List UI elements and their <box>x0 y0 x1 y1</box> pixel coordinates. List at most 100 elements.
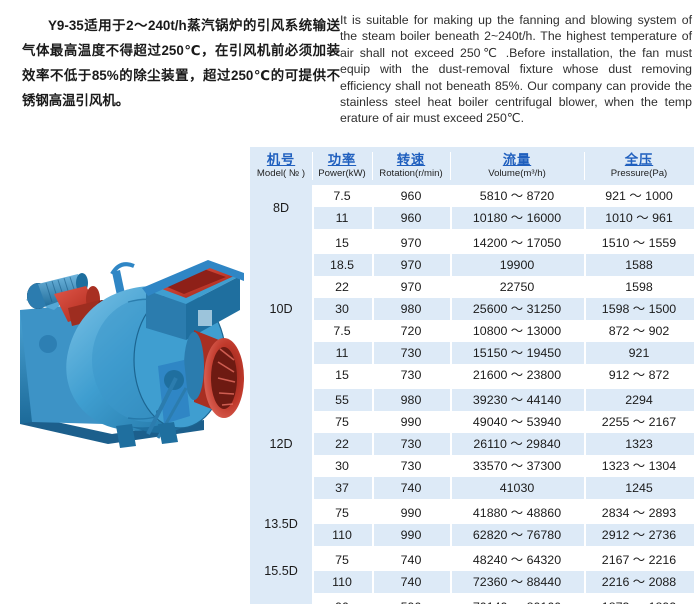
cell-volume: 5810 ～ 8720 <box>450 185 584 207</box>
cell-power: 22 <box>312 433 372 455</box>
cell-volume: 72360 ～ 88440 <box>450 571 584 596</box>
cell-pressure: 912 ～ 872 <box>584 364 694 389</box>
cell-rotation: 990 <box>372 524 450 549</box>
cell-model: 12D <box>250 387 312 501</box>
cell-volume: 21600 ～ 23800 <box>450 364 584 389</box>
cell-pressure: 872 ～ 902 <box>584 320 694 342</box>
fan-motor <box>26 273 114 326</box>
cell-pressure: 921 ～ 1000 <box>584 185 694 207</box>
cell-rotation: 990 <box>372 500 450 524</box>
cell-pressure: 2167 ～ 2216 <box>584 547 694 571</box>
table-header: 机号 Model( № ) 功率 Power(kW) 转速 Rotation(r… <box>250 147 694 185</box>
fan-illustration <box>20 260 244 448</box>
fan-bearing-guard <box>146 360 190 439</box>
cell-pressure: 1588 <box>584 254 694 276</box>
cell-pressure: 2912 ～ 2736 <box>584 524 694 549</box>
table-body: 8D 7.5 960 5810 ～ 8720 921 ～ 1000 11 960 10180 … <box>250 185 694 604</box>
table-row: 30 980 25600 ～ 31250 1598 ～ 1500 <box>250 298 694 320</box>
cell-rotation: 740 <box>372 547 450 571</box>
cell-volume: 10800 ～ 13000 <box>450 320 584 342</box>
table-row: 11 730 15150 ～ 19450 921 <box>250 342 694 364</box>
cell-pressure: 921 <box>584 342 694 364</box>
header-volume: 流量 Volume(m³/h) <box>450 147 584 185</box>
cell-rotation: 730 <box>372 364 450 389</box>
cell-power: 110 <box>312 571 372 596</box>
cell-volume: 39230 ～ 44140 <box>450 387 584 411</box>
table-row: 13.5D 75 990 41880 ～ 48860 2834 ～ 2893 <box>250 500 694 548</box>
cell-volume: 41030 <box>450 477 584 502</box>
fan-outlet-duct <box>142 260 244 340</box>
cell-volume: 19900 <box>450 254 584 276</box>
cell-rotation: 740 <box>372 477 450 502</box>
table-row: 12D 55 980 39230 ～ 44140 2294 <box>250 387 694 501</box>
cell-power: 22 <box>312 276 372 298</box>
table-row: 7.5 720 10800 ～ 13000 872 ～ 902 <box>250 320 694 342</box>
cell-power: 55 <box>312 387 372 411</box>
cell-pressure: 1873 ～ 1892 <box>584 594 694 604</box>
table-row: 75 990 49040 ～ 53940 2255 ～ 2167 <box>250 411 694 433</box>
header-rotation-cn: 转速 <box>396 151 426 167</box>
cell-rotation: 990 <box>372 411 450 433</box>
cell-model: 8D <box>250 185 312 231</box>
cell-model: 15.5D <box>250 547 312 595</box>
cell-volume: 10180 ～ 16000 <box>450 207 584 232</box>
cell-rotation: 960 <box>372 207 450 232</box>
cell-pressure: 1323 <box>584 433 694 455</box>
cell-rotation: 720 <box>372 320 450 342</box>
cell-volume: 14200 ～ 17050 <box>450 230 584 254</box>
header-power-en: Power(kW) <box>318 167 366 179</box>
cell-power: 75 <box>312 411 372 433</box>
cell-pressure: 1323 ～ 1304 <box>584 455 694 477</box>
cell-pressure: 1598 <box>584 276 694 298</box>
cell-power: 110 <box>312 524 372 549</box>
cell-model: 18D <box>250 594 312 604</box>
intro-paragraph-chinese: Y9-35适用于2～240t/h蒸汽锅炉的引风系统输送气体最高温度不得超过250… <box>22 18 340 108</box>
cell-rotation: 590 <box>372 594 450 604</box>
cell-power: 90 <box>312 594 372 604</box>
cell-volume: 70140 ～ 80160 <box>450 594 584 604</box>
table-row: 30 730 33570 ～ 37300 1323 ～ 1304 <box>250 455 694 477</box>
table-row: 11 960 10180 ～ 16000 1010 ～ 961 <box>250 207 694 232</box>
cell-volume: 25600 ～ 31250 <box>450 298 584 320</box>
cell-volume: 49040 ～ 53940 <box>450 411 584 433</box>
header-pressure-cn: 全压 <box>624 151 654 167</box>
cell-volume: 26110 ～ 29840 <box>450 433 584 455</box>
cell-pressure: 1010 ～ 961 <box>584 207 694 232</box>
cell-model: 10D <box>250 230 312 388</box>
header-model-cn: 机号 <box>266 151 296 167</box>
cell-power: 18.5 <box>312 254 372 276</box>
cell-rotation: 980 <box>372 298 450 320</box>
cell-pressure: 1598 ～ 1500 <box>584 298 694 320</box>
cell-volume: 62820 ～ 76780 <box>450 524 584 549</box>
cell-rotation: 730 <box>372 433 450 455</box>
cell-pressure: 2255 ～ 2167 <box>584 411 694 433</box>
cell-power: 7.5 <box>312 185 372 207</box>
header-power-cn: 功率 <box>327 151 357 167</box>
cell-rotation: 960 <box>372 185 450 207</box>
header-volume-cn: 流量 <box>502 151 532 167</box>
cell-rotation: 970 <box>372 276 450 298</box>
cell-power: 15 <box>312 230 372 254</box>
table-row: 22 970 22750 1598 <box>250 276 694 298</box>
header-power: 功率 Power(kW) <box>312 147 372 185</box>
product-photo-centrifugal-fan <box>8 248 244 470</box>
cell-volume: 48240 ～ 64320 <box>450 547 584 571</box>
header-model: 机号 Model( № ) <box>250 147 312 185</box>
table-row: 8D 7.5 960 5810 ～ 8720 921 ～ 1000 <box>250 185 694 231</box>
header-rotation: 转速 Rotation(r/min) <box>372 147 450 185</box>
cell-power: 75 <box>312 547 372 571</box>
header-pressure-en: Pressure(Pa) <box>610 167 668 179</box>
table-row: 15 730 21600 ～ 23800 912 ～ 872 <box>250 364 694 389</box>
cell-rotation: 730 <box>372 455 450 477</box>
cell-pressure: 1245 <box>584 477 694 502</box>
header-pressure: 全压 Pressure(Pa) <box>584 147 694 185</box>
header-rotation-en: Rotation(r/min) <box>379 167 443 179</box>
cell-pressure: 2294 <box>584 387 694 411</box>
intro-paragraph-english: It is suitable for making up the fanning… <box>340 13 692 126</box>
header-volume-en: Volume(m³/h) <box>488 167 546 179</box>
table-row: 18D9059070140 ～ 801601873 ～ 1892 <box>250 594 694 604</box>
cell-volume: 33570 ～ 37300 <box>450 455 584 477</box>
cell-power: 30 <box>312 298 372 320</box>
cell-volume: 22750 <box>450 276 584 298</box>
